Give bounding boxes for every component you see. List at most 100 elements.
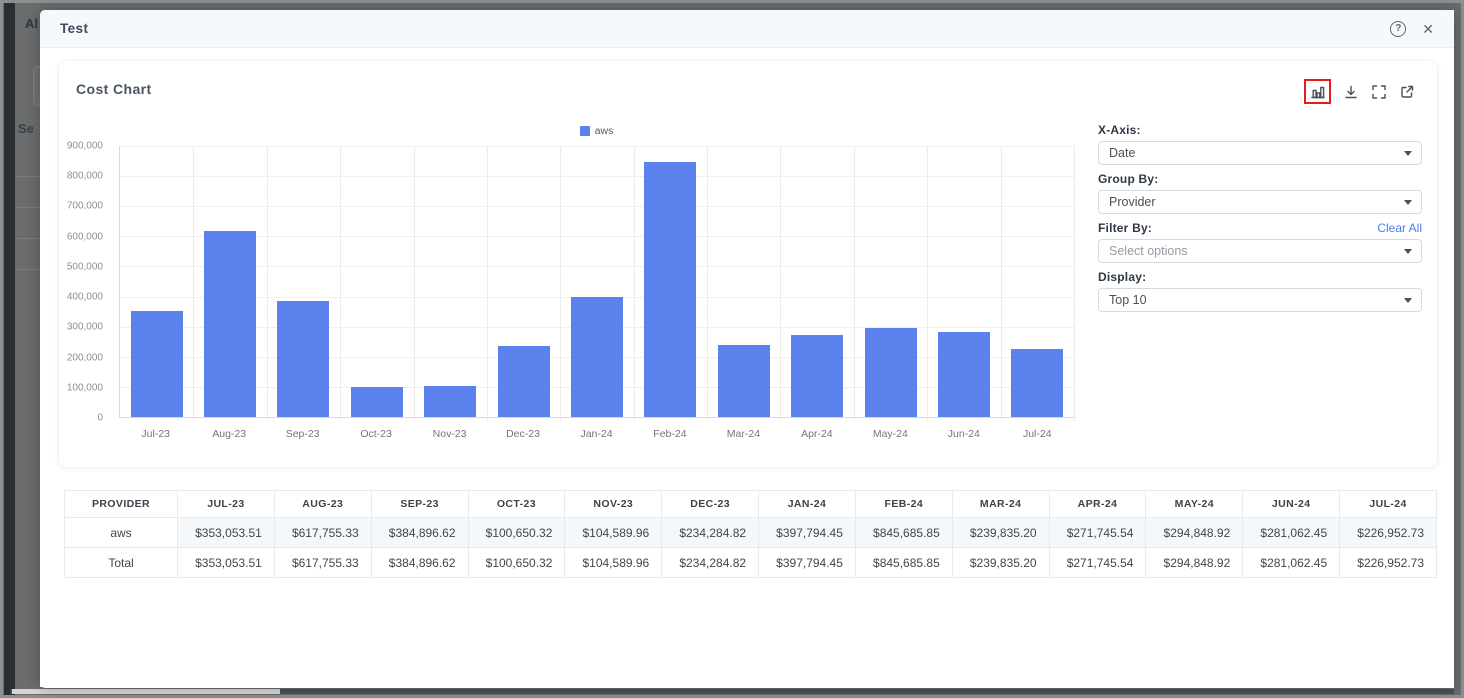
filter-by-label: Filter By: <box>1098 221 1153 235</box>
gridline-vertical <box>413 146 415 421</box>
chart-bar-mar-24[interactable] <box>717 344 770 417</box>
x-tick-label: Oct-23 <box>360 428 392 440</box>
cost-cell: $104,589.96 <box>564 547 663 578</box>
gridline-vertical <box>1000 146 1002 421</box>
chevron-down-icon <box>1404 298 1412 303</box>
column-header-jul-23: JUL-23 <box>177 490 275 518</box>
x-axis-labels: Jul-23 Aug-23 Sep-23 Oct-23 Nov-23 Dec-23 Jan-… <box>119 428 1074 444</box>
y-tick-label: 900,000 <box>66 140 103 152</box>
help-icon[interactable]: ? <box>1390 20 1407 37</box>
cost-cell: $353,053.51 <box>177 517 275 548</box>
chart-bar-jul-23[interactable] <box>130 310 183 417</box>
gridline-horizontal <box>120 266 1074 268</box>
fullscreen-icon[interactable] <box>1370 83 1387 100</box>
cost-cell: $104,589.96 <box>564 517 663 548</box>
y-tick-label: 200,000 <box>66 352 103 364</box>
test-modal: Test ? ✕ Cost Chart <box>40 10 1454 688</box>
column-header-sep-23: SEP-23 <box>370 490 469 518</box>
download-icon[interactable] <box>1342 83 1359 100</box>
filter-by-select[interactable]: Select options <box>1098 239 1422 263</box>
group-by-select[interactable]: Provider <box>1098 190 1422 214</box>
column-header-feb-24: FEB-24 <box>854 490 953 518</box>
clear-all-link[interactable]: Clear All <box>1377 221 1422 235</box>
column-header-mar-24: MAR-24 <box>951 490 1050 518</box>
backdrop-row-line <box>17 269 40 270</box>
gridline-vertical <box>266 146 268 421</box>
chart-bar-jan-24[interactable] <box>571 297 623 417</box>
cost-cell: $384,896.62 <box>370 517 469 548</box>
x-tick-label: Jan-24 <box>580 428 613 440</box>
x-tick-label: Jul-23 <box>141 428 171 440</box>
backdrop-row-line <box>17 207 40 208</box>
cost-chart-card: Cost Chart <box>58 60 1438 468</box>
modal-title: Test <box>60 21 89 36</box>
x-tick-label: Nov-23 <box>432 428 467 440</box>
bar-chart-icon[interactable] <box>1309 83 1326 100</box>
modal-body: Cost Chart <box>40 48 1454 687</box>
plot-area <box>119 146 1075 421</box>
chart-bar-aug-23[interactable] <box>204 231 257 417</box>
x-tick-label: Sep-23 <box>285 428 320 440</box>
chart-bar-oct-23[interactable] <box>350 386 403 417</box>
cost-cell: $353,053.51 <box>177 547 275 578</box>
y-tick-label: 600,000 <box>66 231 103 243</box>
x-axis-select[interactable]: Date <box>1098 141 1422 165</box>
cost-cell: $271,745.54 <box>1048 547 1147 578</box>
backdrop-row-line <box>17 176 40 177</box>
gridline-horizontal <box>120 146 1074 147</box>
backdrop-partial-text: Se <box>18 121 34 136</box>
cost-cell: $397,794.45 <box>758 517 856 548</box>
legend-label-aws: aws <box>594 125 614 137</box>
column-header-provider: PROVIDER <box>64 490 178 518</box>
display-select[interactable]: Top 10 <box>1098 288 1422 312</box>
y-tick-label: 0 <box>97 412 103 424</box>
gridline-horizontal <box>120 296 1074 298</box>
chart-bar-jul-24[interactable] <box>1011 348 1064 417</box>
y-tick-label: 700,000 <box>66 200 103 212</box>
x-tick-label: Mar-24 <box>726 428 761 440</box>
horizontal-scrollbar-thumb[interactable] <box>12 689 280 694</box>
gridline-horizontal <box>120 206 1074 208</box>
gridline-vertical <box>780 146 782 421</box>
horizontal-scrollbar[interactable] <box>10 689 1454 694</box>
cost-cell: $617,755.33 <box>273 547 372 578</box>
x-tick-label: May-24 <box>872 428 908 440</box>
chart-bar-dec-23[interactable] <box>497 346 550 417</box>
cost-cell: $239,835.20 <box>951 517 1050 548</box>
table-row-aws: aws $353,053.51 $617,755.33 $384,896.62 $100… <box>64 517 1437 548</box>
chart-bar-jun-24[interactable] <box>937 332 990 417</box>
cost-table-body: aws $353,053.51 $617,755.33 $384,896.62 $100… <box>64 517 1437 578</box>
chart-bar-may-24[interactable] <box>864 328 917 417</box>
gridline-vertical <box>340 146 342 421</box>
column-header-dec-23: DEC-23 <box>661 490 760 518</box>
gridline-vertical <box>927 146 929 421</box>
chart-legend[interactable]: aws <box>119 125 1074 137</box>
cost-cell: $617,755.33 <box>273 517 372 548</box>
cost-cell: $226,952.73 <box>1339 517 1437 548</box>
chart-bar-feb-24[interactable] <box>644 162 697 417</box>
app-sidebar-strip <box>4 3 15 695</box>
modal-header: Test ? ✕ <box>40 10 1454 48</box>
display-label: Display: <box>1098 270 1147 284</box>
cost-cell: $100,650.32 <box>467 517 566 548</box>
backdrop-row-line <box>17 238 40 239</box>
chart-toolbar <box>1304 79 1415 104</box>
y-tick-label: 400,000 <box>66 291 103 303</box>
chart-bar-nov-23[interactable] <box>424 385 477 417</box>
cost-cell: $845,685.85 <box>854 547 953 578</box>
external-link-icon[interactable] <box>1398 83 1415 100</box>
cost-table: PROVIDER JUL-23 AUG-23 SEP-23 OCT-23 NOV-23 DE… <box>64 490 1437 578</box>
cost-cell: $845,685.85 <box>854 517 953 548</box>
chevron-down-icon <box>1404 151 1412 156</box>
y-tick-label: 100,000 <box>66 382 103 394</box>
table-row-total: Total $353,053.51 $617,755.33 $384,896.62 $1… <box>64 547 1437 578</box>
close-icon[interactable]: ✕ <box>1422 20 1434 37</box>
y-axis-labels: 900,000 800,000 700,000 600,000 500,000 400,0… <box>59 141 111 424</box>
cost-cell: $239,835.20 <box>951 547 1050 578</box>
cost-cell: $281,062.45 <box>1242 517 1341 548</box>
chart-bar-sep-23[interactable] <box>277 301 330 417</box>
x-tick-label: Jun-24 <box>947 428 980 440</box>
chart-bar-apr-24[interactable] <box>791 335 844 417</box>
gridline-vertical <box>633 146 635 421</box>
gridline-vertical <box>560 146 562 421</box>
